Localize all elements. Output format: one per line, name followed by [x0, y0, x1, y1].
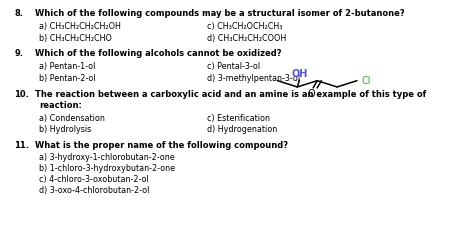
Text: 9.: 9. — [15, 49, 24, 58]
Text: a) Condensation: a) Condensation — [39, 114, 105, 123]
Text: c) Esterification: c) Esterification — [207, 114, 270, 123]
Text: Which of the following compounds may be a structural isomer of 2-butanone?: Which of the following compounds may be … — [35, 9, 405, 18]
Text: b) Pentan-2-ol: b) Pentan-2-ol — [39, 74, 96, 83]
Text: a) 3-hydroxy-1-chlorobutan-2-one: a) 3-hydroxy-1-chlorobutan-2-one — [39, 153, 175, 162]
Text: O: O — [307, 89, 315, 99]
Text: d) CH₃CH₂CH₂COOH: d) CH₃CH₂CH₂COOH — [207, 34, 286, 43]
Text: d) 3-oxo-4-chlorobutan-2-ol: d) 3-oxo-4-chlorobutan-2-ol — [39, 186, 150, 195]
Text: c) Pental-3-ol: c) Pental-3-ol — [207, 62, 260, 71]
Text: a) CH₃CH₂CH₂CH₂OH: a) CH₃CH₂CH₂CH₂OH — [39, 22, 121, 31]
Text: b) 1-chloro-3-hydroxybutan-2-one: b) 1-chloro-3-hydroxybutan-2-one — [39, 164, 175, 173]
Text: Which of the following alcohols cannot be oxidized?: Which of the following alcohols cannot b… — [35, 49, 282, 58]
Text: OH: OH — [291, 69, 308, 79]
Text: b) Hydrolysis: b) Hydrolysis — [39, 125, 91, 134]
Text: c) 4-chloro-3-oxobutan-2-ol: c) 4-chloro-3-oxobutan-2-ol — [39, 175, 149, 184]
Text: 10.: 10. — [15, 90, 29, 99]
Text: a) Pentan-1-ol: a) Pentan-1-ol — [39, 62, 96, 71]
Text: c) CH₃CH₂OCH₂CH₃: c) CH₃CH₂OCH₂CH₃ — [207, 22, 283, 31]
Text: reaction:: reaction: — [39, 101, 82, 110]
Text: d) 3-methylpentan-3-ol: d) 3-methylpentan-3-ol — [207, 74, 300, 83]
Text: What is the proper name of the following compound?: What is the proper name of the following… — [35, 141, 288, 150]
Text: b) CH₃CH₂CH₂CHO: b) CH₃CH₂CH₂CHO — [39, 34, 112, 43]
Text: The reaction between a carboxylic acid and an amine is an example of this type o: The reaction between a carboxylic acid a… — [35, 90, 427, 99]
Text: Cl: Cl — [361, 76, 371, 86]
Text: d) Hydrogenation: d) Hydrogenation — [207, 125, 277, 134]
Text: 8.: 8. — [15, 9, 24, 18]
Text: 11.: 11. — [15, 141, 29, 150]
